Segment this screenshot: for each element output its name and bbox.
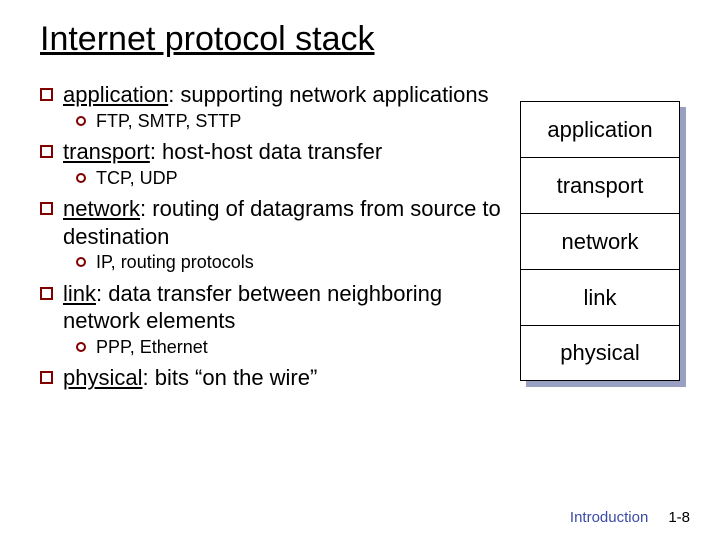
square-bullet-icon (40, 371, 53, 384)
slide-title: Internet protocol stack (40, 20, 690, 59)
layer-desc: : supporting network applications (168, 82, 488, 107)
bullet-application: application: supporting network applicat… (40, 81, 510, 109)
square-bullet-icon (40, 145, 53, 158)
bullet-text: network: routing of datagrams from sourc… (63, 195, 510, 250)
sub-bullet-link: PPP, Ethernet (76, 337, 510, 359)
bullet-text: transport: host-host data transfer (63, 138, 510, 166)
sub-bullet-application: FTP, SMTP, STTP (76, 111, 510, 133)
sub-text: PPP, Ethernet (96, 337, 208, 359)
slide: Internet protocol stack application: sup… (0, 0, 720, 540)
bullet-list: application: supporting network applicat… (40, 81, 520, 394)
slide-footer: Introduction 1-8 (570, 509, 690, 526)
square-bullet-icon (40, 287, 53, 300)
protocol-stack-diagram: application transport network link physi… (520, 101, 680, 381)
layer-name: network (63, 196, 140, 221)
stack-layer-application: application (520, 101, 680, 157)
layer-desc: : bits “on the wire” (142, 365, 317, 390)
circle-bullet-icon (76, 173, 86, 183)
bullet-transport: transport: host-host data transfer (40, 138, 510, 166)
stack-layer-transport: transport (520, 157, 680, 213)
footer-page: 1-8 (668, 509, 690, 526)
circle-bullet-icon (76, 342, 86, 352)
layer-name: transport (63, 139, 150, 164)
stack-layer-physical: physical (520, 325, 680, 381)
square-bullet-icon (40, 202, 53, 215)
circle-bullet-icon (76, 116, 86, 126)
square-bullet-icon (40, 88, 53, 101)
bullet-link: link: data transfer between neighboring … (40, 280, 510, 335)
layer-desc: : data transfer between neighboring netw… (63, 281, 442, 334)
bullet-physical: physical: bits “on the wire” (40, 364, 510, 392)
sub-bullet-network: IP, routing protocols (76, 252, 510, 274)
layer-name: application (63, 82, 168, 107)
bullet-text: application: supporting network applicat… (63, 81, 510, 109)
sub-text: TCP, UDP (96, 168, 178, 190)
bullet-network: network: routing of datagrams from sourc… (40, 195, 510, 250)
layer-name: link (63, 281, 96, 306)
stack-layer-network: network (520, 213, 680, 269)
sub-text: IP, routing protocols (96, 252, 254, 274)
layer-name: physical (63, 365, 142, 390)
sub-bullet-transport: TCP, UDP (76, 168, 510, 190)
stack-boxes: application transport network link physi… (520, 101, 680, 381)
bullet-text: physical: bits “on the wire” (63, 364, 510, 392)
layer-desc: : host-host data transfer (150, 139, 382, 164)
content-row: application: supporting network applicat… (40, 81, 690, 394)
stack-layer-link: link (520, 269, 680, 325)
bullet-text: link: data transfer between neighboring … (63, 280, 510, 335)
sub-text: FTP, SMTP, STTP (96, 111, 241, 133)
circle-bullet-icon (76, 257, 86, 267)
footer-chapter: Introduction (570, 509, 648, 526)
